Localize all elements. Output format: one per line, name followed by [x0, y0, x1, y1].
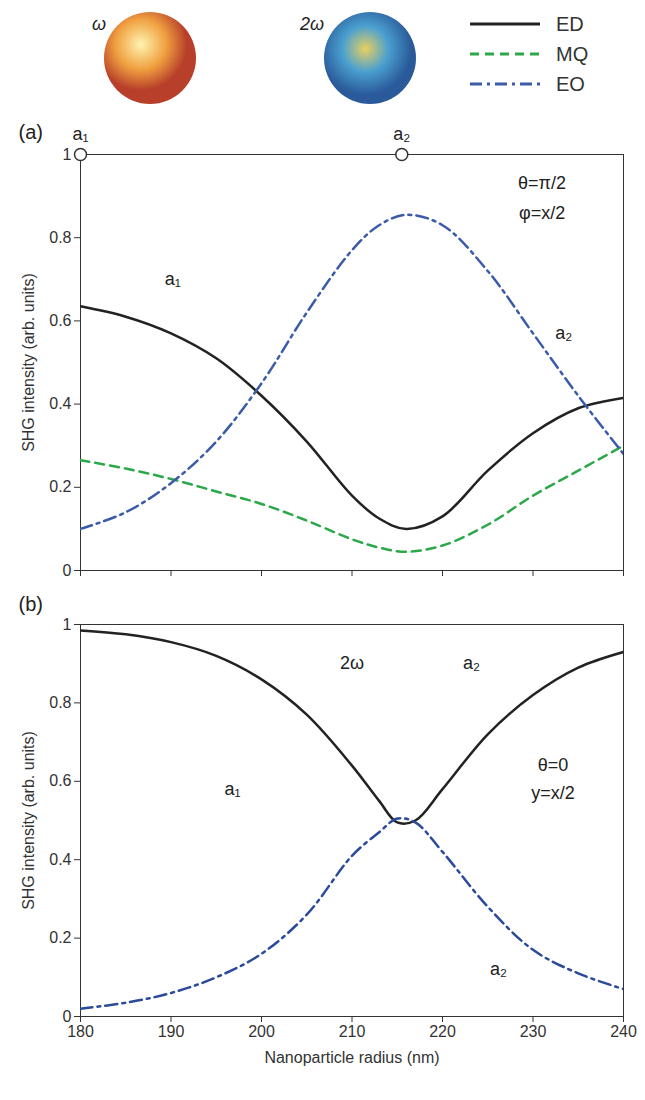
svg-text:SHG intensity (arb. units): SHG intensity (arb. units) — [20, 273, 37, 452]
svg-text:φ=x/2: φ=x/2 — [519, 203, 565, 223]
svg-text:a₂: a₂ — [490, 959, 507, 979]
svg-text:ED: ED — [556, 13, 584, 35]
svg-text:a₂: a₂ — [393, 124, 410, 144]
svg-text:190: 190 — [158, 1023, 185, 1040]
svg-text:MQ: MQ — [556, 43, 588, 65]
svg-text:a₂: a₂ — [463, 653, 480, 673]
svg-text:0.6: 0.6 — [49, 312, 71, 329]
svg-text:a₁: a₁ — [72, 124, 88, 144]
svg-text:0.8: 0.8 — [49, 229, 71, 246]
svg-text:1: 1 — [63, 146, 72, 163]
svg-text:ω: ω — [92, 14, 106, 34]
svg-text:a₁: a₁ — [165, 269, 181, 289]
svg-text:a₂: a₂ — [555, 323, 572, 343]
svg-text:0.8: 0.8 — [49, 694, 71, 711]
svg-text:θ=0: θ=0 — [538, 755, 569, 775]
svg-text:2ω: 2ω — [340, 653, 364, 673]
svg-text:0.6: 0.6 — [49, 772, 71, 789]
svg-text:2ω: 2ω — [299, 14, 324, 34]
svg-text:220: 220 — [429, 1023, 456, 1040]
svg-text:0: 0 — [62, 1007, 72, 1025]
svg-text:SHG intensity (arb. units): SHG intensity (arb. units) — [20, 731, 37, 910]
svg-text:θ=π/2: θ=π/2 — [518, 173, 566, 193]
svg-text:Nanoparticle radius (nm): Nanoparticle radius (nm) — [264, 1049, 439, 1066]
svg-text:(b): (b) — [19, 593, 43, 615]
svg-text:240: 240 — [610, 1023, 637, 1040]
svg-text:0: 0 — [63, 562, 72, 579]
svg-text:EO: EO — [556, 73, 585, 95]
svg-text:1: 1 — [63, 616, 72, 633]
svg-text:200: 200 — [248, 1023, 275, 1040]
svg-text:0.2: 0.2 — [49, 929, 71, 946]
svg-text:230: 230 — [520, 1023, 547, 1040]
svg-text:0.4: 0.4 — [49, 395, 71, 412]
svg-text:180: 180 — [67, 1023, 94, 1040]
svg-text:(a): (a) — [19, 121, 43, 143]
svg-text:y=x/2: y=x/2 — [531, 783, 575, 803]
svg-text:0.4: 0.4 — [49, 851, 71, 868]
svg-text:0.2: 0.2 — [49, 478, 71, 495]
svg-text:a₁: a₁ — [224, 779, 240, 799]
svg-text:210: 210 — [339, 1023, 366, 1040]
